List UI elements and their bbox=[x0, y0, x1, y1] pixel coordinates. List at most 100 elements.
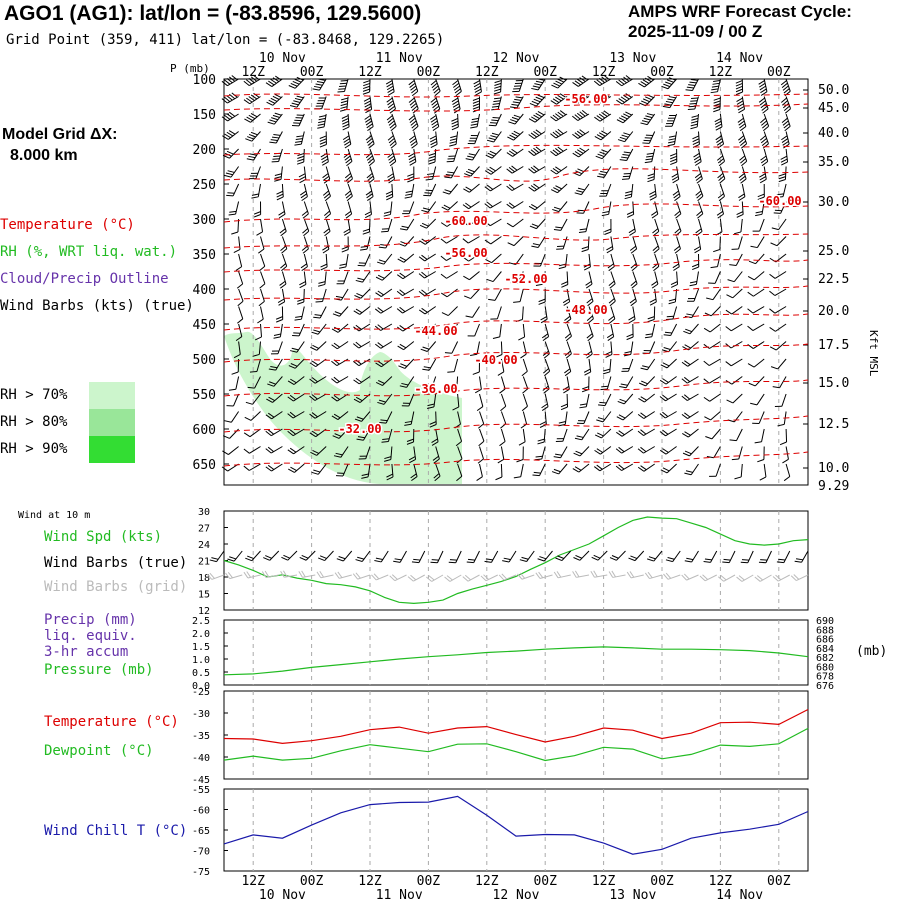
cross-section-wind-barb bbox=[399, 218, 415, 231]
wind-barb-feather bbox=[362, 228, 370, 232]
wind-barb-feather bbox=[365, 152, 372, 159]
wind-barb-feather bbox=[360, 248, 368, 251]
wind-barb-feather bbox=[646, 113, 654, 116]
surface-wind-barb-true bbox=[209, 550, 225, 563]
wind-barb-feather bbox=[594, 135, 602, 141]
cross-section-wind-barb bbox=[623, 341, 634, 357]
wind-barb-feather bbox=[448, 561, 456, 564]
wind-barb-feather bbox=[346, 161, 353, 167]
cross-section-wind-barb bbox=[344, 201, 353, 219]
cross-section-wind-barb bbox=[465, 148, 480, 161]
cross-section-wind-barb bbox=[408, 113, 419, 132]
surface-wind-barb-true bbox=[519, 550, 535, 563]
cross-section-wind-barb bbox=[375, 358, 393, 368]
wind-barb-feather bbox=[644, 336, 652, 339]
wind-barb-feather bbox=[740, 178, 747, 184]
wind-barb-feather bbox=[364, 103, 372, 108]
cross-section-wind-barb bbox=[541, 323, 550, 342]
wind-barb-shaft bbox=[625, 376, 634, 388]
wind-barb-shaft bbox=[667, 574, 681, 580]
wind-barb-feather bbox=[477, 458, 484, 464]
wind-barb-feather bbox=[287, 430, 294, 437]
panel-y-tick-label: -40 bbox=[192, 753, 210, 764]
wind-barb-feather bbox=[624, 193, 632, 197]
wind-barb-shaft bbox=[522, 428, 526, 442]
top-day-label: 10 Nov bbox=[259, 51, 306, 66]
wind-barb-feather bbox=[519, 559, 527, 563]
wind-barb-shaft bbox=[456, 376, 459, 390]
wind-barb-feather bbox=[490, 135, 498, 138]
wind-barb-shaft bbox=[325, 201, 332, 214]
wind-barb-shaft bbox=[608, 201, 612, 215]
cross-section-wind-barb bbox=[365, 183, 374, 202]
wind-barb-feather bbox=[682, 452, 690, 457]
cross-section-wind-barb bbox=[313, 306, 327, 319]
wind-barb-feather bbox=[674, 248, 681, 254]
wind-barb-feather bbox=[663, 346, 671, 350]
wind-barb-feather bbox=[231, 75, 238, 81]
wind-barb-feather bbox=[276, 193, 284, 198]
wind-barb-feather bbox=[309, 413, 316, 419]
wind-barb-feather bbox=[599, 151, 607, 155]
wind-barb-feather bbox=[431, 438, 438, 444]
cross-section-wind-barb bbox=[759, 463, 767, 481]
wind-barb-shaft bbox=[610, 236, 614, 250]
wind-barb-shaft bbox=[342, 463, 349, 477]
cross-section-wind-barb bbox=[500, 411, 507, 429]
wind-barb-feather bbox=[226, 113, 233, 119]
wind-barb-feather bbox=[510, 282, 518, 284]
wind-barb-feather bbox=[738, 196, 746, 201]
cross-section-wind-barb bbox=[265, 75, 283, 88]
wind-barb-feather bbox=[278, 301, 285, 306]
wind-barb-feather bbox=[367, 140, 374, 146]
cross-section-wind-barb bbox=[323, 218, 331, 237]
wind-barb-shaft bbox=[380, 323, 393, 331]
wind-barb-feather bbox=[483, 574, 489, 580]
wind-barb-feather bbox=[311, 394, 318, 400]
wind-barb-feather bbox=[427, 406, 435, 409]
wind-barb-shaft bbox=[544, 376, 550, 390]
wind-barb-feather bbox=[494, 82, 502, 86]
wind-barb-feather bbox=[625, 190, 633, 194]
temperature-contour-label: -32.00 bbox=[338, 422, 381, 436]
wind-barb-feather bbox=[574, 192, 582, 196]
cross-section-wind-barb bbox=[353, 306, 371, 315]
wind-barb-feather bbox=[665, 318, 674, 321]
wind-barb-feather bbox=[377, 274, 385, 279]
wind-barb-feather bbox=[339, 82, 347, 85]
wind-barb-shaft bbox=[227, 113, 239, 122]
chart-title: AGO1 (AG1): lat/lon = (-83.8596, 129.560… bbox=[4, 2, 422, 25]
top-day-label: 14 Nov bbox=[716, 51, 763, 66]
cross-section-wind-barb bbox=[275, 306, 284, 323]
wind-barb-feather bbox=[462, 204, 469, 210]
wind-barb-shaft bbox=[774, 271, 787, 279]
wind-barb-feather bbox=[573, 557, 581, 561]
wind-barb-feather bbox=[631, 283, 638, 289]
cross-section-wind-barb bbox=[551, 463, 568, 475]
wind-barb-feather bbox=[660, 469, 668, 474]
wind-barb-feather bbox=[717, 576, 724, 582]
wind-barb-feather bbox=[389, 575, 396, 582]
wind-barb-feather bbox=[367, 196, 374, 202]
wind-barb-feather bbox=[462, 238, 469, 244]
cross-section-wind-barb bbox=[572, 129, 590, 139]
wind-barb-feather bbox=[738, 193, 745, 199]
wind-barb-shaft bbox=[383, 253, 393, 265]
wind-barb-feather bbox=[668, 77, 676, 81]
wind-barb-shaft bbox=[626, 148, 634, 161]
wind-barb-feather bbox=[334, 311, 342, 315]
cross-section-wind-barb bbox=[772, 376, 787, 389]
cross-section-wind-barb bbox=[659, 376, 677, 385]
cross-section-wind-barb bbox=[747, 288, 765, 297]
cross-section-wind-barb bbox=[361, 463, 371, 479]
cross-section-wind-barb bbox=[552, 201, 568, 213]
wind-barb-feather bbox=[769, 346, 777, 351]
wind-barb-shaft bbox=[453, 148, 459, 162]
wind-barb-feather bbox=[488, 137, 496, 141]
cross-section-wind-barb bbox=[353, 341, 371, 349]
temperature-contour bbox=[223, 313, 809, 331]
wind-barb-feather bbox=[334, 433, 342, 437]
wind-barb-feather bbox=[645, 333, 653, 336]
wind-barb-shaft bbox=[391, 183, 394, 198]
wind-barb-feather bbox=[271, 136, 280, 139]
